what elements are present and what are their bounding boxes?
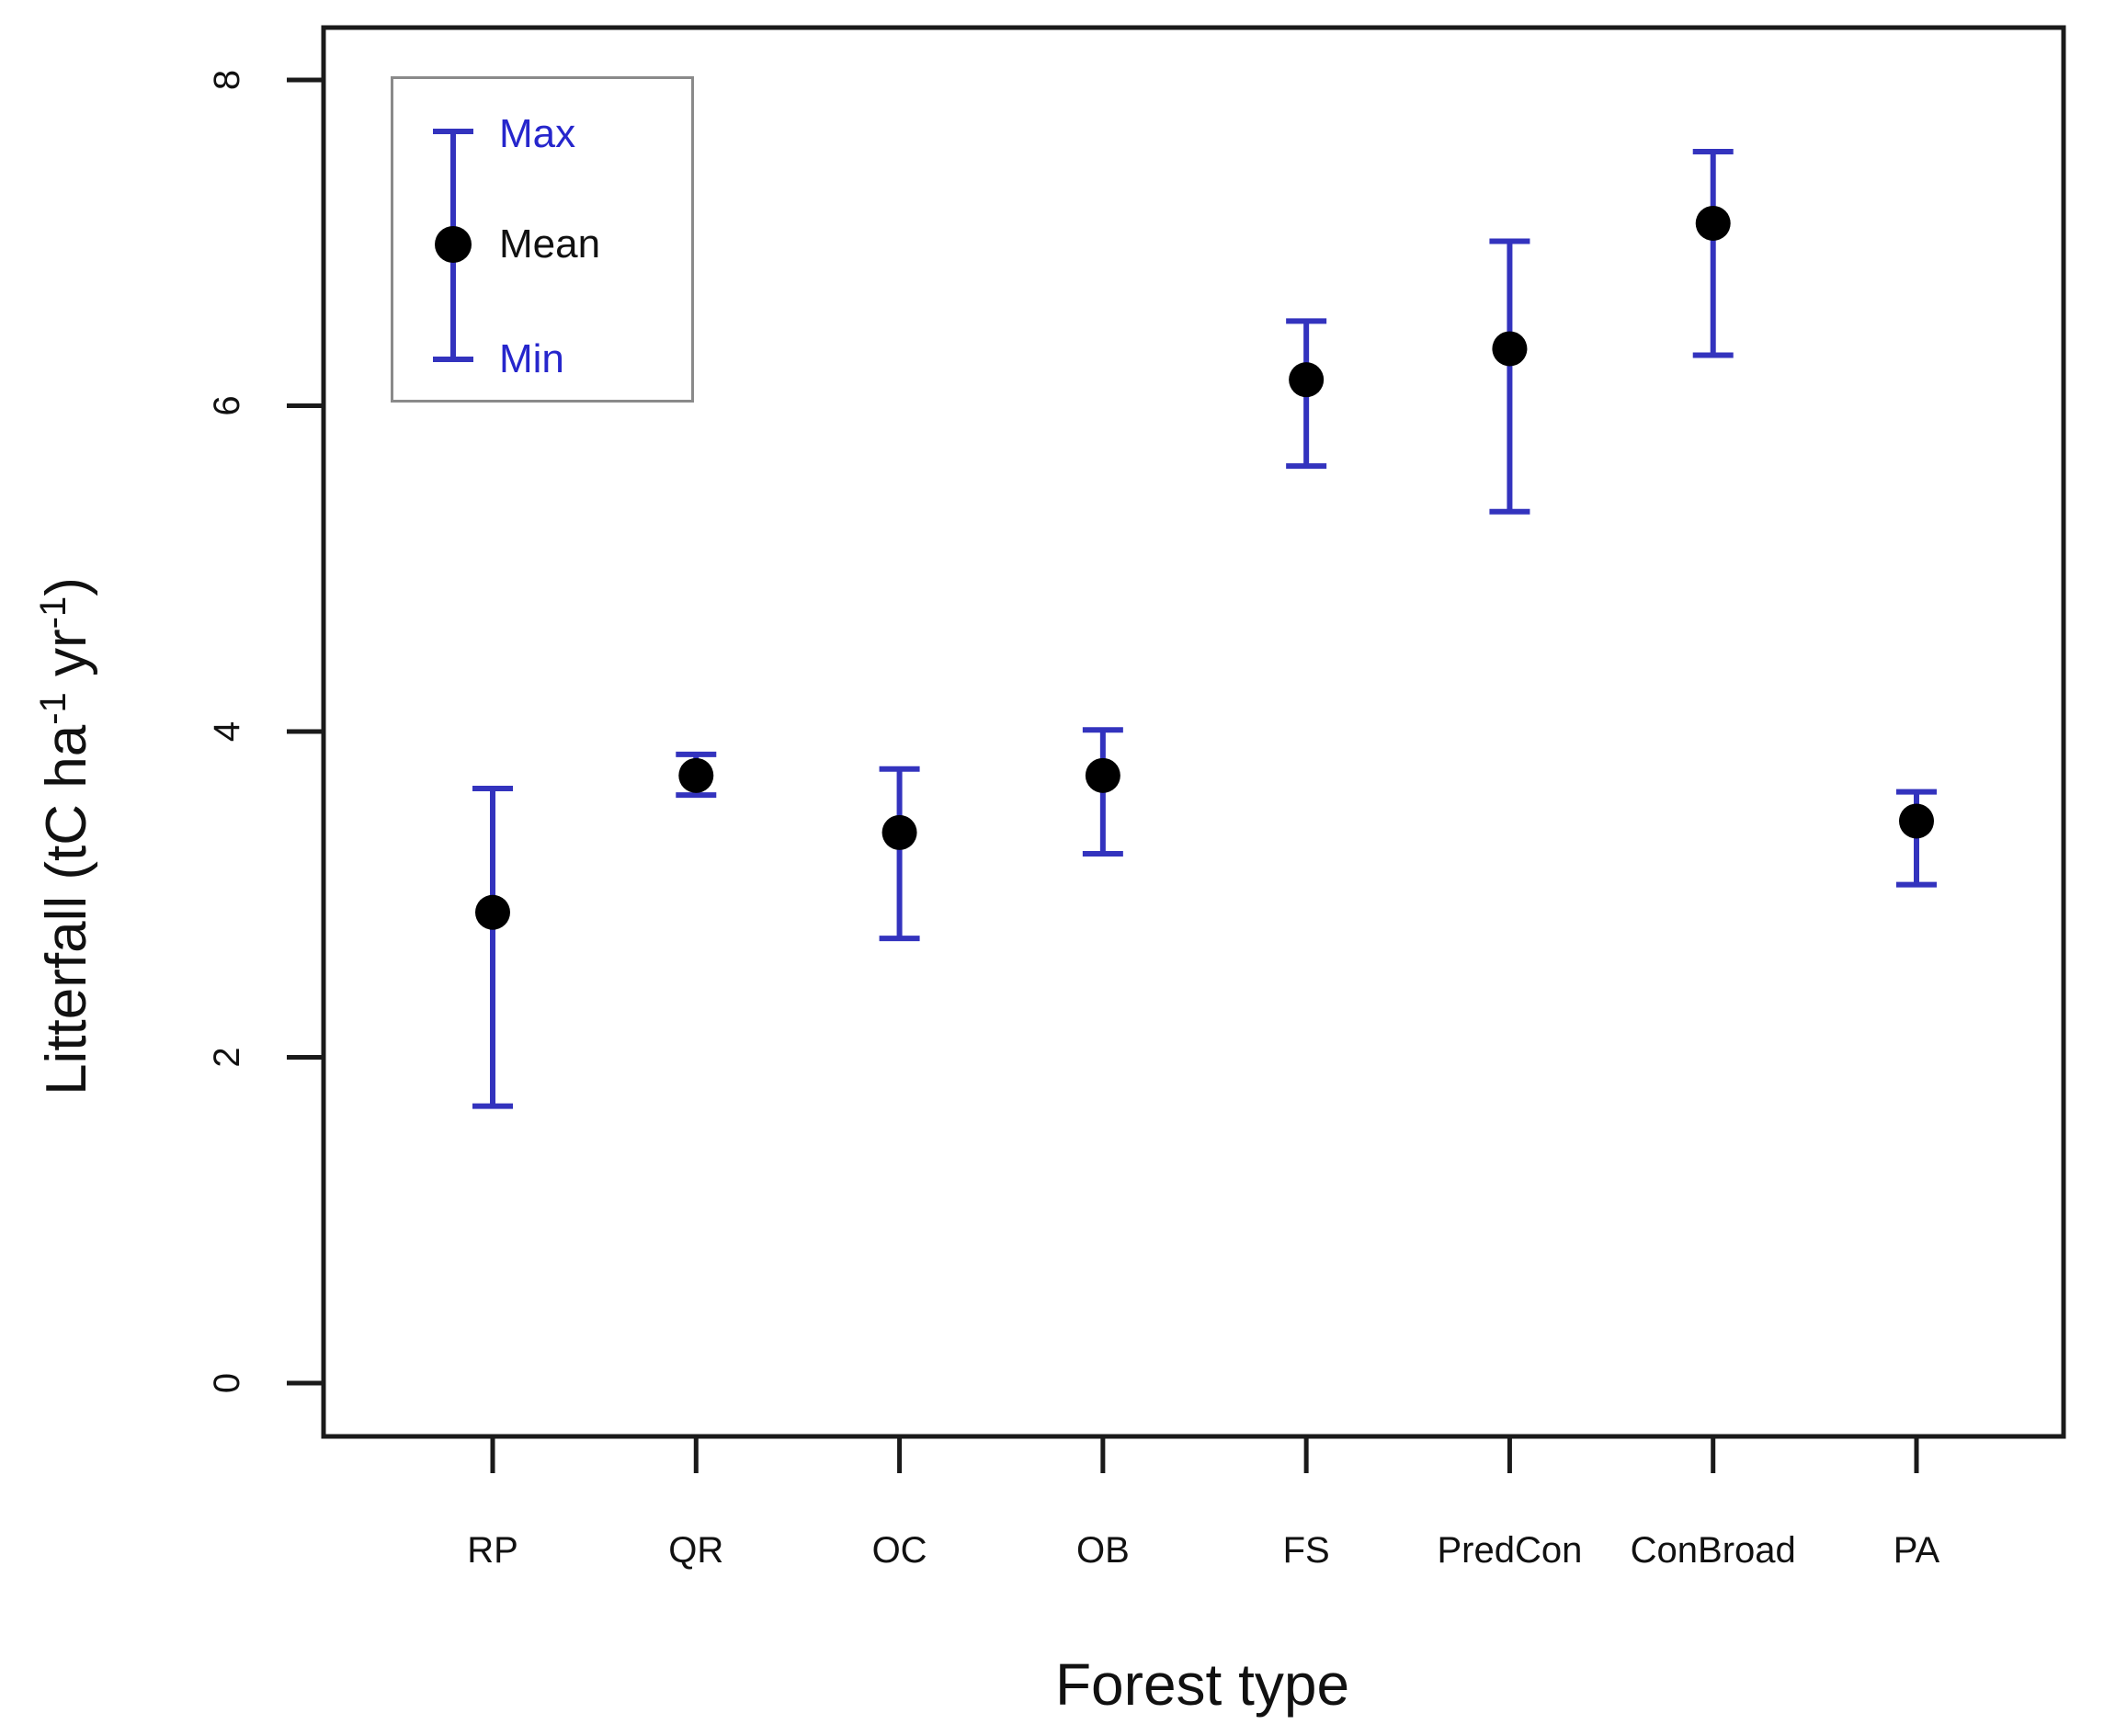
x-axis-category-label: OC: [872, 1530, 927, 1571]
legend-label-min: Min: [499, 336, 564, 381]
x-axis-category-label: ConBroad: [1631, 1530, 1796, 1571]
y-axis-tick-label: 8: [207, 70, 247, 90]
x-axis-category-label: PA: [1894, 1530, 1940, 1571]
mean-dot-PA: [1899, 803, 1934, 839]
chart-legend: Max Mean Min: [391, 76, 694, 403]
legend-mean-dot-icon: [435, 226, 472, 263]
y-axis-title-superscript: -1: [33, 692, 74, 725]
x-axis-category-label: RP: [467, 1530, 518, 1571]
y-axis-title-text: ): [34, 577, 98, 596]
x-axis-title: Forest type: [1054, 1651, 1350, 1718]
mean-dot-OB: [1085, 757, 1120, 793]
mean-dot-ConBroad: [1695, 205, 1731, 241]
mean-dot-QR: [678, 757, 714, 793]
x-axis-category-label: PredCon: [1437, 1530, 1582, 1571]
y-axis-tick-label: 4: [207, 721, 247, 742]
y-axis-tick-label: 2: [207, 1047, 247, 1067]
mean-dot-FS: [1289, 362, 1325, 398]
legend-min-cap-icon: [433, 357, 473, 362]
mean-dot-RP: [475, 894, 510, 930]
x-axis-category-label: OB: [1076, 1530, 1130, 1571]
mean-dot-OC: [881, 814, 917, 850]
x-axis-category-label: FS: [1283, 1530, 1330, 1571]
x-axis-category-label: QR: [668, 1530, 723, 1571]
y-axis-tick-label: 0: [207, 1373, 247, 1393]
legend-label-mean: Mean: [499, 221, 601, 267]
y-axis-title-superscript: -1: [33, 596, 74, 630]
y-axis-title-text: yr: [34, 629, 98, 693]
y-axis-title-text: Litterfall (tC ha: [34, 724, 98, 1095]
mean-dot-PredCon: [1492, 331, 1528, 367]
y-axis-title: Litterfall (tC ha-1 yr-1): [33, 577, 99, 1095]
y-axis-tick-label: 6: [207, 395, 247, 415]
legend-label-max: Max: [499, 111, 576, 156]
